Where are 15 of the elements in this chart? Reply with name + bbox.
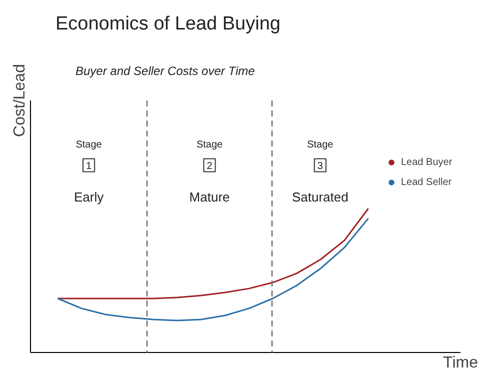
- legend-label: Lead Buyer: [401, 156, 452, 168]
- legend-label: Lead Seller: [401, 176, 452, 188]
- chart-subtitle: Buyer and Seller Costs over Time: [76, 64, 256, 78]
- text: 3: [317, 160, 324, 172]
- y-axis-title: Cost/Lead: [12, 64, 28, 137]
- x-axis-title: Time: [443, 354, 478, 372]
- text: 2: [206, 160, 213, 172]
- text: Stage: [196, 140, 224, 151]
- chart-title: Economics of Lead Buying: [56, 14, 280, 34]
- text: Saturated: [292, 189, 348, 204]
- text: Early: [74, 189, 104, 204]
- text: Mature: [189, 189, 230, 204]
- text: 1: [86, 160, 92, 172]
- text: Stage: [76, 140, 102, 151]
- text: Stage: [307, 140, 334, 151]
